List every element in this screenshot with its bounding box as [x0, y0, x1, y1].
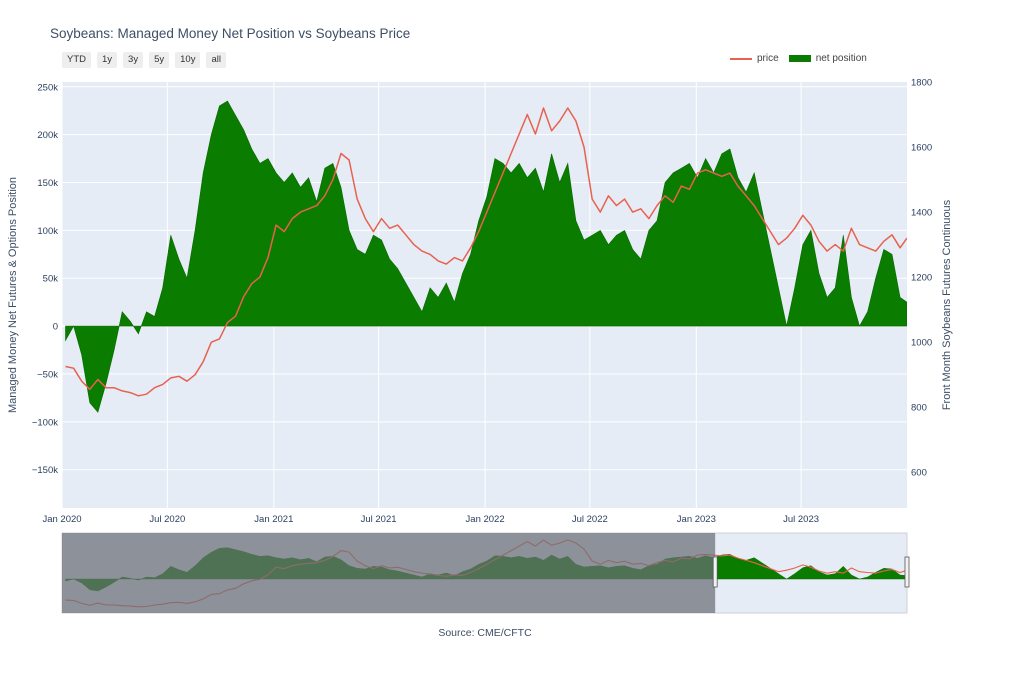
y-left-tick-label: −50k [37, 369, 58, 380]
y-left-tick-label: 150k [37, 178, 58, 189]
legend-item-net-position[interactable]: net position [788, 53, 867, 64]
legend-item-price[interactable]: price [730, 53, 779, 64]
legend-label-net-position: net position [815, 53, 867, 64]
y-right-tick-label: 1600 [911, 143, 932, 154]
range-button-ytd[interactable]: YTD [62, 52, 91, 68]
legend: price net position [730, 53, 877, 64]
legend-label-price: price [757, 53, 779, 64]
y-left-axis-title: Managed Money Net Futures & Options Posi… [7, 177, 19, 413]
y-left-tick-label: 250k [37, 82, 58, 93]
y-left-tick-label: 50k [43, 274, 59, 285]
x-tick-label: Jan 2023 [677, 514, 716, 525]
y-right-tick-label: 1200 [911, 273, 932, 284]
source-note: Source: CME/CFTC [438, 627, 532, 639]
x-tick-label: Jan 2020 [42, 514, 81, 525]
series-price-line [65, 107, 907, 397]
range-button-5y[interactable]: 5y [149, 52, 170, 68]
y-left-tick-label: −150k [32, 465, 58, 476]
y-left-tick-label: 0 [53, 322, 58, 333]
y-left-tick-label: −100k [32, 417, 58, 428]
range-button-3y[interactable]: 3y [123, 52, 144, 68]
slider-handle-right[interactable] [904, 556, 910, 588]
x-tick-label: Jan 2021 [254, 514, 293, 525]
x-tick-label: Jan 2022 [466, 514, 505, 525]
chart-title: Soybeans: Managed Money Net Position vs … [50, 26, 411, 41]
x-tick-label: Jul 2021 [361, 514, 397, 525]
y-left-tick-label: 100k [37, 226, 58, 237]
x-tick-label: Jul 2023 [783, 514, 819, 525]
y-right-tick-label: 600 [911, 468, 927, 479]
series-net-position-area [65, 100, 907, 413]
legend-swatch-net-position [788, 55, 811, 62]
slider-mask [62, 533, 716, 613]
y-right-tick-label: 1800 [911, 78, 932, 89]
range-selector: YTD 1y 3y 5y 10y all [62, 52, 226, 68]
y-right-tick-label: 1000 [911, 338, 932, 349]
slider-handle-left[interactable] [712, 556, 718, 588]
range-button-1y[interactable]: 1y [97, 52, 118, 68]
x-tick-label: Jul 2022 [572, 514, 608, 525]
y-left-tick-label: 200k [37, 130, 58, 141]
range-button-10y[interactable]: 10y [175, 52, 201, 68]
y-right-tick-label: 800 [911, 403, 927, 414]
legend-swatch-price [730, 57, 752, 60]
y-right-axis-title: Front Month Soybeans Futures Continuous [941, 199, 953, 410]
range-button-all[interactable]: all [206, 52, 226, 68]
y-right-tick-label: 1400 [911, 208, 932, 219]
x-tick-label: Jul 2020 [149, 514, 185, 525]
